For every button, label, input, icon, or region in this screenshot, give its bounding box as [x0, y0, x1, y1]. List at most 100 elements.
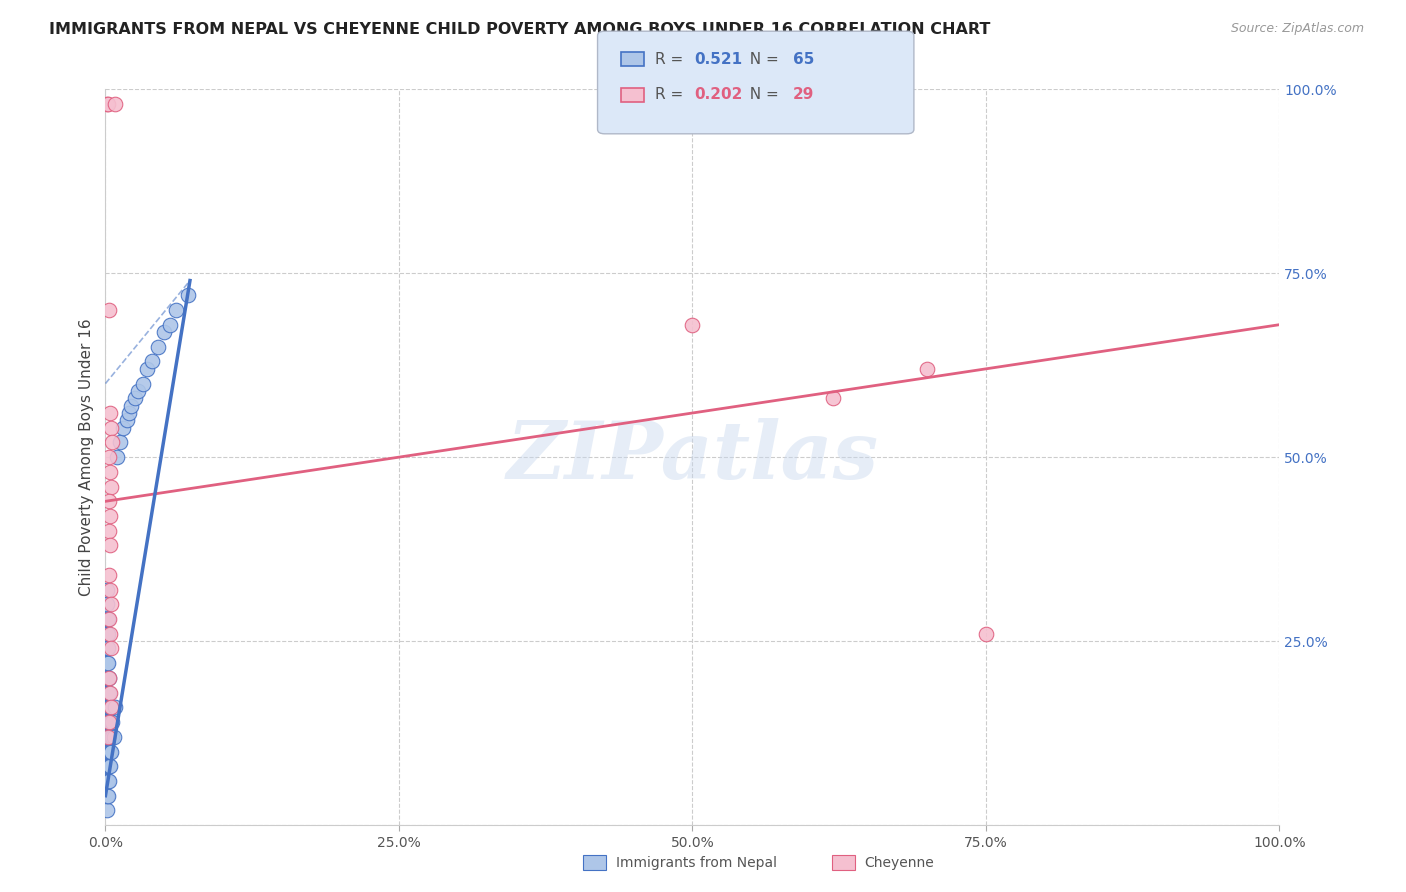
- Point: [96, 582, 118, 597]
- Point: [100, 700, 122, 714]
- Point: [101, 730, 124, 744]
- Text: 65: 65: [793, 52, 814, 67]
- Point: [98, 568, 121, 582]
- Point: [98, 700, 121, 714]
- Text: 29: 29: [793, 87, 814, 103]
- Point: [98, 582, 121, 597]
- Point: [96, 700, 118, 714]
- Point: [96, 598, 118, 612]
- Text: 0.521: 0.521: [695, 52, 742, 67]
- Point: [132, 376, 155, 391]
- Point: [97, 789, 120, 803]
- Text: Source: ZipAtlas.com: Source: ZipAtlas.com: [1230, 22, 1364, 36]
- Point: [97, 657, 120, 671]
- Text: N =: N =: [740, 87, 783, 103]
- Point: [96, 96, 118, 111]
- Point: [100, 730, 122, 744]
- Point: [112, 420, 135, 434]
- Point: [97, 96, 120, 111]
- Point: [96, 789, 118, 803]
- Point: [104, 96, 127, 111]
- Point: [682, 318, 704, 332]
- Point: [974, 626, 997, 640]
- Point: [96, 804, 118, 818]
- Point: [96, 774, 118, 789]
- Point: [97, 612, 120, 626]
- Point: [100, 744, 122, 758]
- Point: [98, 524, 121, 538]
- Point: [101, 435, 124, 450]
- Point: [98, 715, 121, 730]
- Point: [96, 657, 118, 671]
- Point: [823, 391, 845, 405]
- Point: [98, 538, 121, 552]
- Point: [97, 759, 120, 773]
- Point: [98, 730, 121, 744]
- Point: [917, 362, 939, 376]
- Point: [135, 362, 157, 376]
- Point: [97, 774, 120, 789]
- Point: [96, 759, 118, 773]
- Point: [120, 399, 142, 413]
- Point: [98, 671, 121, 685]
- Point: [153, 325, 176, 339]
- Text: Cheyenne: Cheyenne: [865, 855, 935, 870]
- Point: [98, 759, 121, 773]
- Point: [98, 494, 121, 508]
- Point: [148, 340, 170, 354]
- Point: [105, 450, 128, 464]
- Point: [98, 744, 121, 758]
- Text: Immigrants from Nepal: Immigrants from Nepal: [616, 855, 778, 870]
- Text: R =: R =: [655, 52, 689, 67]
- Point: [141, 354, 163, 368]
- Point: [97, 730, 120, 744]
- Point: [104, 700, 127, 714]
- Point: [101, 715, 124, 730]
- Point: [97, 715, 120, 730]
- Point: [96, 641, 118, 656]
- Point: [96, 671, 118, 685]
- Point: [100, 641, 122, 656]
- Text: ZIPatlas: ZIPatlas: [506, 418, 879, 496]
- Point: [97, 744, 120, 758]
- Point: [98, 465, 121, 479]
- Point: [176, 288, 198, 302]
- Point: [96, 744, 118, 758]
- Text: 0.202: 0.202: [695, 87, 742, 103]
- Point: [96, 715, 118, 730]
- Point: [98, 450, 121, 464]
- Point: [97, 626, 120, 640]
- Point: [98, 715, 121, 730]
- Point: [118, 406, 141, 420]
- Point: [97, 700, 120, 714]
- Point: [98, 612, 121, 626]
- Point: [98, 303, 121, 318]
- Point: [124, 391, 146, 405]
- Point: [100, 598, 122, 612]
- Point: [98, 759, 121, 773]
- Point: [98, 730, 121, 744]
- Point: [97, 686, 120, 700]
- Point: [96, 612, 118, 626]
- Text: IMMIGRANTS FROM NEPAL VS CHEYENNE CHILD POVERTY AMONG BOYS UNDER 16 CORRELATION : IMMIGRANTS FROM NEPAL VS CHEYENNE CHILD …: [49, 22, 991, 37]
- Point: [159, 318, 181, 332]
- Point: [96, 730, 118, 744]
- Point: [98, 626, 121, 640]
- Point: [100, 420, 122, 434]
- Text: R =: R =: [655, 87, 689, 103]
- Point: [98, 715, 121, 730]
- Point: [98, 406, 121, 420]
- Point: [103, 730, 125, 744]
- Point: [100, 715, 122, 730]
- Point: [98, 774, 121, 789]
- Point: [98, 686, 121, 700]
- Text: N =: N =: [740, 52, 783, 67]
- Point: [115, 413, 138, 427]
- Point: [98, 700, 121, 714]
- Point: [165, 303, 187, 318]
- Point: [96, 686, 118, 700]
- Point: [96, 626, 118, 640]
- Point: [97, 730, 120, 744]
- Point: [127, 384, 149, 398]
- Point: [108, 435, 131, 450]
